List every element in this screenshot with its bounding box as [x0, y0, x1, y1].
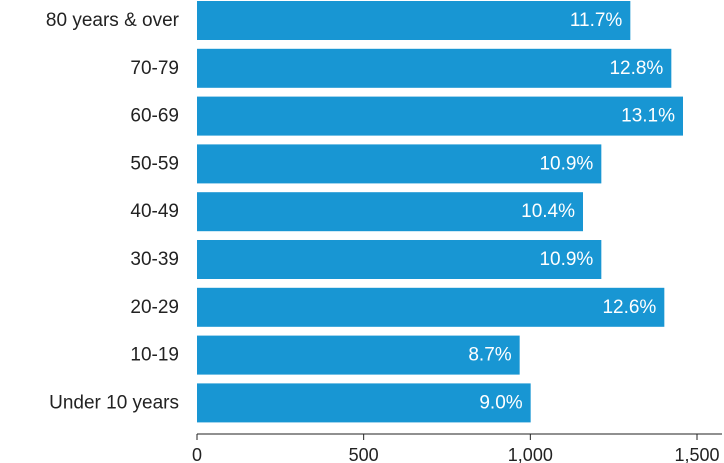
bar-data-label: 12.6% [602, 297, 656, 318]
x-tick-label: 500 [349, 445, 379, 463]
bar-data-label: 12.8% [609, 58, 663, 79]
bar-data-label: 13.1% [621, 106, 675, 127]
bar [197, 335, 520, 375]
x-tick-label: 1,000 [508, 445, 553, 463]
category-label: 70-79 [130, 58, 179, 79]
bar [197, 383, 531, 423]
bar-data-label: 9.0% [479, 392, 522, 413]
category-label: 20-29 [130, 297, 179, 318]
x-tick-label: 0 [192, 445, 202, 463]
bar [197, 48, 672, 88]
bar [197, 287, 665, 327]
category-label: 50-59 [130, 153, 179, 174]
bar-data-label: 8.7% [468, 345, 511, 366]
category-labels-group: 80 years & over 70-79 60-69 50-59 40-49 30-39… [46, 10, 180, 413]
category-label: 10-19 [130, 345, 179, 366]
bar-data-label: 10.9% [539, 153, 593, 174]
bar-data-label: 10.4% [521, 201, 575, 222]
bars-group: 11.7% 12.8% 13.1% 10.9% 10.4% 10.9% 12.6% 8.7% 9… [197, 1, 683, 423]
bar-data-label: 10.9% [539, 249, 593, 270]
bar [197, 96, 683, 136]
bar [197, 192, 583, 232]
category-label: 40-49 [130, 201, 179, 222]
x-axis: 0 500 1,000 1,500 [192, 433, 722, 463]
x-tick-label: 1,500 [674, 445, 719, 463]
bar [197, 144, 602, 184]
bar-data-label: 11.7% [570, 10, 623, 31]
bar [197, 1, 631, 40]
category-label: Under 10 years [49, 392, 179, 413]
category-label: 30-39 [130, 249, 179, 270]
category-label: 80 years & over [46, 10, 180, 31]
category-label: 60-69 [130, 106, 179, 127]
bar [197, 240, 602, 279]
